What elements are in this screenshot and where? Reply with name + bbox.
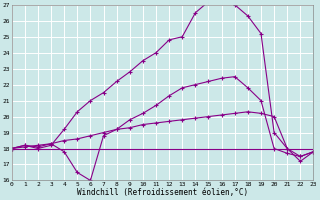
X-axis label: Windchill (Refroidissement éolien,°C): Windchill (Refroidissement éolien,°C) <box>77 188 248 197</box>
